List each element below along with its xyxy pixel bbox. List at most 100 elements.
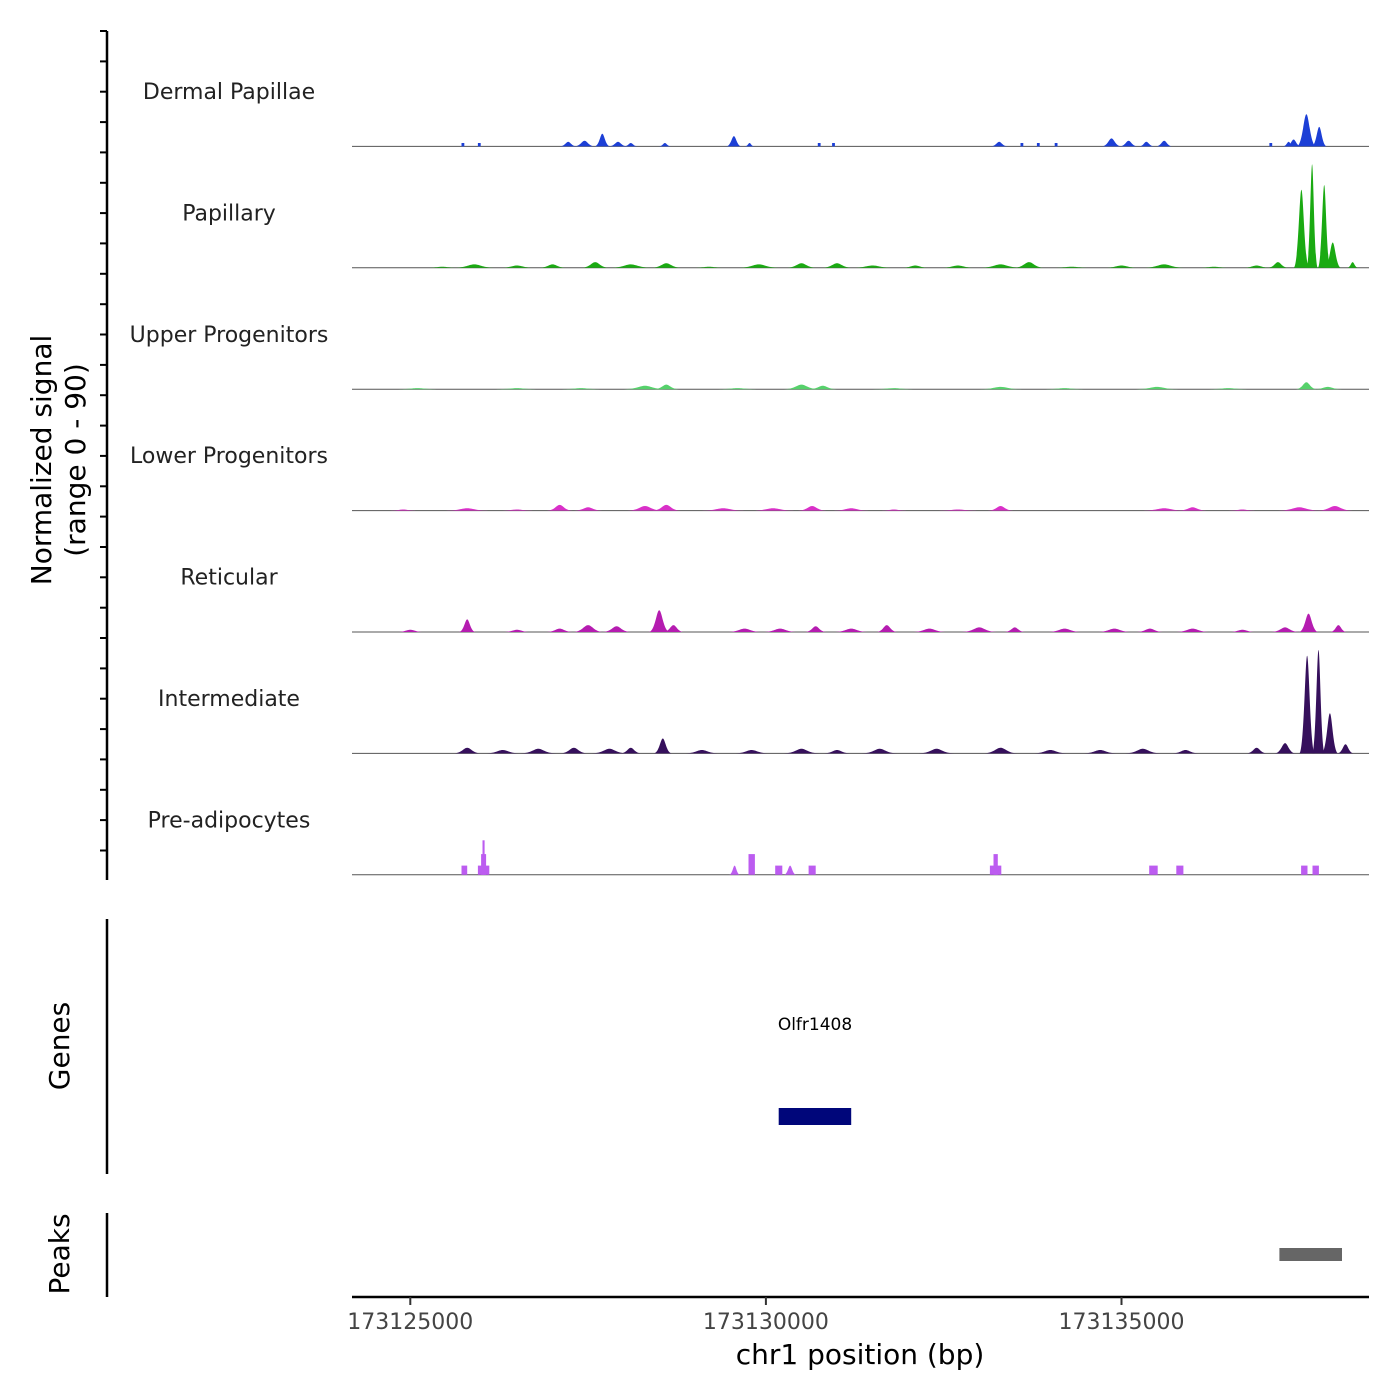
signal-peak bbox=[453, 747, 482, 754]
signal-peak bbox=[821, 263, 853, 268]
signal-peak bbox=[559, 141, 577, 147]
signal-peak bbox=[1043, 388, 1086, 390]
signal-peak bbox=[1032, 750, 1069, 754]
signal-peak bbox=[1321, 713, 1339, 754]
signal-peak bbox=[653, 738, 672, 754]
signal-peak bbox=[594, 133, 611, 147]
signal-peak bbox=[477, 143, 481, 147]
signal-peak bbox=[1299, 655, 1315, 754]
signal-peak bbox=[1142, 264, 1186, 268]
signal-peak bbox=[728, 865, 741, 875]
signal-peak bbox=[918, 748, 955, 754]
signal-peak bbox=[1013, 262, 1045, 268]
signal-peak bbox=[1313, 386, 1342, 390]
signal-peak bbox=[396, 629, 425, 632]
signal-peak bbox=[1138, 141, 1155, 147]
signal-peak bbox=[716, 388, 759, 390]
signal-peak bbox=[620, 747, 642, 754]
signal-peak bbox=[1046, 628, 1083, 632]
signal-peak bbox=[1246, 747, 1268, 754]
signal-peak bbox=[1278, 507, 1321, 511]
signal-peak bbox=[485, 750, 521, 754]
signal-peak bbox=[1082, 750, 1118, 754]
signal-peak bbox=[1306, 164, 1318, 268]
signal-peak bbox=[817, 143, 821, 147]
signal-peak bbox=[762, 628, 798, 632]
signal-peak bbox=[520, 748, 557, 754]
track-label: Upper Progenitors bbox=[130, 323, 329, 348]
signal-peak bbox=[901, 265, 930, 268]
signal-peak bbox=[545, 628, 574, 632]
signal-peak bbox=[1295, 382, 1318, 390]
track-3: Lower Progenitors bbox=[130, 444, 1369, 512]
x-axis-ticks: 173125000 173130000 173135000 bbox=[347, 1297, 1184, 1335]
signal-peak bbox=[1176, 865, 1184, 875]
signal-peak bbox=[805, 626, 827, 632]
signal-peak bbox=[1020, 143, 1024, 147]
signal-peak bbox=[979, 264, 1022, 268]
peaks-track bbox=[1279, 1248, 1342, 1261]
signal-peak bbox=[572, 625, 604, 632]
signal-peak bbox=[1296, 114, 1317, 147]
track-label: Lower Progenitors bbox=[130, 444, 328, 469]
signal-peak bbox=[684, 750, 720, 754]
signal-peak bbox=[623, 385, 667, 390]
signal-peak bbox=[911, 628, 948, 632]
signal-peak bbox=[832, 143, 835, 147]
signal-peak bbox=[979, 386, 1022, 390]
signal-peak bbox=[662, 625, 685, 632]
signal-peak bbox=[822, 750, 852, 754]
signal-peak bbox=[1347, 262, 1359, 268]
signal-peak bbox=[876, 625, 898, 632]
gene-body bbox=[778, 1108, 852, 1125]
track-label: Pre-adipocytes bbox=[148, 808, 311, 833]
signal-peak bbox=[396, 388, 439, 390]
signal-peak bbox=[573, 507, 603, 511]
track-5: Intermediate bbox=[158, 650, 1369, 754]
signal-peak bbox=[861, 748, 898, 754]
signal-peak bbox=[627, 506, 663, 511]
signal-peak bbox=[546, 504, 573, 511]
signal-peak bbox=[559, 388, 603, 390]
signal-peak bbox=[744, 143, 755, 147]
signal-peak bbox=[940, 265, 976, 268]
signal-peak bbox=[982, 747, 1019, 754]
signal-peak bbox=[961, 627, 997, 632]
signal-peak bbox=[1135, 386, 1179, 390]
signal-peak bbox=[1317, 185, 1331, 268]
signal-peak bbox=[808, 865, 816, 875]
signal-peak bbox=[1312, 865, 1319, 875]
signal-peak bbox=[581, 262, 610, 268]
track-4: Reticular bbox=[180, 566, 1369, 633]
signal-peak bbox=[737, 264, 781, 268]
signal-peak bbox=[458, 619, 476, 632]
signal-peak bbox=[1301, 865, 1308, 875]
signal-peak bbox=[879, 509, 909, 511]
signal-peak bbox=[808, 385, 837, 390]
signal-peak bbox=[1135, 628, 1165, 632]
signal-peak bbox=[1103, 265, 1140, 268]
signal-peak bbox=[424, 266, 461, 268]
signal-peak bbox=[1171, 750, 1200, 754]
signal-peak bbox=[1324, 242, 1342, 268]
signal-peak bbox=[1317, 506, 1353, 511]
signal-peak bbox=[623, 143, 638, 147]
signal-peak bbox=[833, 628, 869, 632]
peaks-panel-label: Peaks bbox=[43, 1213, 76, 1294]
signal-peak bbox=[783, 384, 820, 390]
peak-interval bbox=[1279, 1248, 1342, 1261]
signal-peak bbox=[1267, 262, 1289, 268]
track-label: Reticular bbox=[180, 566, 278, 591]
signal-peak bbox=[499, 265, 535, 268]
signal-peak bbox=[797, 506, 827, 511]
signal-peak bbox=[1142, 508, 1186, 511]
signal-peak bbox=[1004, 627, 1026, 632]
signal-peak bbox=[1293, 189, 1310, 268]
signal-peak bbox=[1119, 140, 1138, 147]
signal-peak bbox=[609, 264, 653, 268]
signal-peak bbox=[1274, 743, 1296, 754]
signal-peak bbox=[495, 388, 539, 390]
signal-peak bbox=[1228, 509, 1257, 511]
signal-peak bbox=[499, 509, 535, 511]
track-6: Pre-adipocytes bbox=[148, 808, 1369, 876]
